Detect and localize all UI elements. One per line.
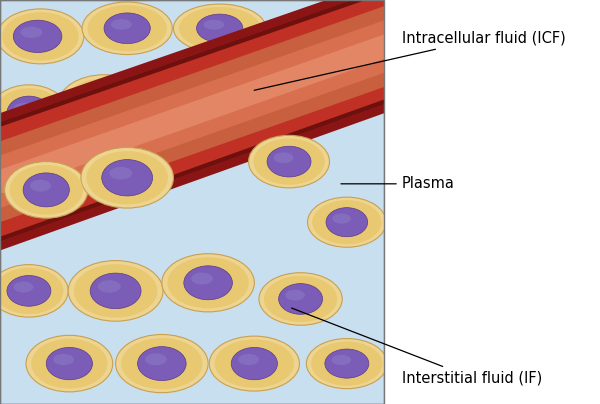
Ellipse shape bbox=[98, 280, 121, 292]
Ellipse shape bbox=[86, 94, 109, 107]
Ellipse shape bbox=[31, 339, 107, 389]
Ellipse shape bbox=[121, 338, 203, 389]
Ellipse shape bbox=[7, 276, 51, 306]
Ellipse shape bbox=[111, 19, 132, 30]
Ellipse shape bbox=[179, 7, 260, 50]
Ellipse shape bbox=[191, 273, 213, 284]
Ellipse shape bbox=[325, 349, 369, 378]
Ellipse shape bbox=[331, 355, 351, 365]
Text: Intracellular fluid (ICF): Intracellular fluid (ICF) bbox=[254, 31, 566, 90]
Ellipse shape bbox=[53, 354, 74, 365]
Ellipse shape bbox=[20, 27, 43, 38]
Ellipse shape bbox=[238, 354, 259, 365]
Ellipse shape bbox=[248, 135, 329, 188]
Ellipse shape bbox=[86, 151, 168, 204]
Ellipse shape bbox=[270, 19, 343, 62]
Ellipse shape bbox=[203, 20, 224, 29]
Ellipse shape bbox=[30, 180, 51, 191]
Ellipse shape bbox=[143, 72, 238, 130]
Ellipse shape bbox=[58, 75, 150, 135]
Text: Plasma: Plasma bbox=[341, 176, 455, 191]
Ellipse shape bbox=[68, 261, 163, 321]
Ellipse shape bbox=[79, 87, 130, 123]
Bar bbox=[0, 0, 385, 404]
Ellipse shape bbox=[264, 276, 337, 322]
Bar bbox=[0, 0, 385, 404]
Polygon shape bbox=[0, 0, 385, 242]
Ellipse shape bbox=[267, 146, 311, 177]
Polygon shape bbox=[0, 0, 385, 250]
Ellipse shape bbox=[286, 27, 327, 53]
Ellipse shape bbox=[0, 88, 64, 138]
Ellipse shape bbox=[253, 139, 325, 185]
Ellipse shape bbox=[173, 90, 196, 103]
Ellipse shape bbox=[14, 103, 33, 115]
Ellipse shape bbox=[13, 20, 62, 53]
Ellipse shape bbox=[149, 76, 232, 126]
Polygon shape bbox=[0, 6, 385, 222]
Ellipse shape bbox=[312, 200, 382, 244]
Polygon shape bbox=[0, 34, 385, 194]
Ellipse shape bbox=[278, 284, 323, 314]
Ellipse shape bbox=[167, 257, 249, 308]
Ellipse shape bbox=[173, 4, 266, 53]
Ellipse shape bbox=[0, 85, 68, 141]
Ellipse shape bbox=[285, 290, 305, 301]
Ellipse shape bbox=[23, 173, 70, 207]
Ellipse shape bbox=[209, 336, 299, 391]
Ellipse shape bbox=[307, 339, 388, 389]
Ellipse shape bbox=[116, 335, 208, 393]
Ellipse shape bbox=[26, 335, 113, 392]
Ellipse shape bbox=[0, 268, 64, 314]
Ellipse shape bbox=[231, 347, 277, 380]
Text: Interstitial fluid (IF): Interstitial fluid (IF) bbox=[292, 308, 542, 385]
Ellipse shape bbox=[90, 273, 141, 309]
Ellipse shape bbox=[74, 264, 157, 318]
Ellipse shape bbox=[82, 2, 172, 55]
Ellipse shape bbox=[81, 147, 173, 208]
Ellipse shape bbox=[7, 96, 51, 130]
Ellipse shape bbox=[2, 12, 79, 61]
Ellipse shape bbox=[332, 213, 351, 224]
Ellipse shape bbox=[162, 254, 254, 312]
Ellipse shape bbox=[265, 16, 348, 65]
Ellipse shape bbox=[145, 354, 167, 365]
Ellipse shape bbox=[109, 167, 132, 179]
Ellipse shape bbox=[102, 160, 152, 196]
Polygon shape bbox=[0, 20, 385, 208]
Ellipse shape bbox=[308, 197, 386, 247]
Ellipse shape bbox=[166, 84, 216, 118]
Ellipse shape bbox=[0, 265, 68, 317]
Ellipse shape bbox=[326, 208, 368, 237]
Ellipse shape bbox=[5, 162, 88, 218]
Ellipse shape bbox=[14, 282, 33, 292]
Ellipse shape bbox=[259, 273, 342, 325]
Ellipse shape bbox=[104, 13, 150, 44]
Ellipse shape bbox=[215, 339, 294, 388]
Ellipse shape bbox=[10, 165, 83, 215]
Ellipse shape bbox=[274, 152, 293, 163]
Ellipse shape bbox=[311, 341, 382, 386]
Ellipse shape bbox=[184, 266, 232, 300]
Polygon shape bbox=[0, 0, 385, 127]
Ellipse shape bbox=[197, 14, 243, 42]
Ellipse shape bbox=[88, 5, 167, 51]
Ellipse shape bbox=[137, 347, 186, 381]
Ellipse shape bbox=[0, 9, 84, 64]
Ellipse shape bbox=[64, 78, 145, 132]
Ellipse shape bbox=[292, 33, 311, 42]
Bar bbox=[385, 0, 578, 404]
Polygon shape bbox=[0, 99, 385, 242]
Ellipse shape bbox=[46, 347, 92, 380]
